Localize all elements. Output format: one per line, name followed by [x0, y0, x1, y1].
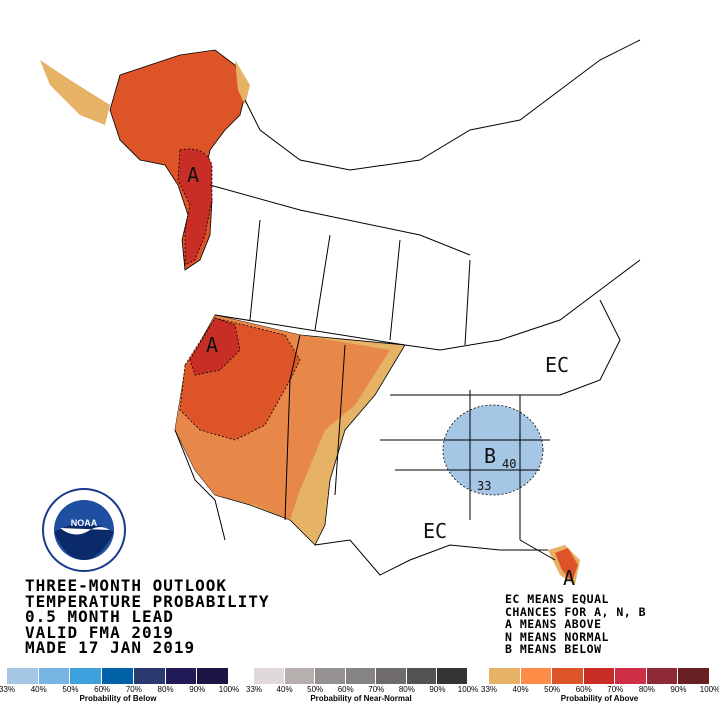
legend-swatch: [552, 668, 584, 684]
legend-tick-label: 90%: [670, 685, 687, 694]
legend-swatch: [345, 668, 377, 684]
legend-swatch: [7, 668, 39, 684]
legend-ticks: 33% 40% 50% 60% 70% 80% 90% 100%: [481, 684, 719, 694]
title-line: 0.5 MONTH LEAD: [25, 607, 174, 626]
legend-swatch: [102, 668, 134, 684]
legend-ticks: 33% 40% 50% 60% 70% 80% 90% 100%: [0, 684, 239, 694]
legend-swatch: [165, 668, 198, 684]
legend-tick-label: 50%: [307, 685, 324, 694]
legend-swatch: [406, 668, 438, 684]
legend-tick-label: 100%: [457, 685, 479, 694]
title-line: TEMPERATURE PROBABILITY: [25, 591, 270, 611]
key-line: EC MEANS EQUAL: [505, 592, 609, 606]
legend-swatch: [615, 668, 647, 684]
label-contour-33: 33: [477, 479, 491, 493]
florida-above-50: [555, 548, 578, 582]
label-florida-above: A: [563, 566, 575, 590]
key-line: A MEANS ABOVE: [505, 617, 602, 631]
legend-near-normal: 33% 40% 50% 60% 70% 80% 90% 100% Probability of …: [246, 668, 478, 704]
legend-swatch: [284, 668, 316, 684]
label-southeast-below: B: [484, 444, 496, 468]
alaska-above-40: [40, 60, 110, 125]
title-line: MADE 17 JAN 2019: [25, 638, 196, 657]
legend-swatch: [254, 668, 285, 684]
legend-swatch: [437, 668, 469, 684]
legend-swatch: [678, 668, 711, 684]
legend-tick-label: 33%: [480, 685, 498, 694]
legend-swatch: [38, 668, 71, 684]
noaa-logo-text: NOAA: [71, 518, 98, 528]
legend-swatch: [315, 668, 346, 684]
label-ec-south: EC: [423, 519, 447, 543]
legend-tick-label: 40%: [30, 685, 47, 694]
legend-tick-label: 33%: [245, 685, 263, 694]
label-ec-northeast: EC: [545, 353, 569, 377]
legend-color-bar: [489, 668, 711, 684]
legend-tick-label: 40%: [512, 685, 529, 694]
legend-tick-label: 80%: [157, 685, 174, 694]
legend-tick-label: 90%: [429, 685, 446, 694]
legend-tick-label: 33%: [0, 685, 16, 694]
legend-color-bar: [7, 668, 230, 684]
legend-tick-label: 50%: [544, 685, 561, 694]
legend-swatch: [70, 668, 103, 684]
boundaries: [174, 39, 641, 576]
legend-caption: Probability of Below: [79, 694, 157, 703]
west-above-60: [189, 317, 241, 376]
key-line: B MEANS BELOW: [505, 642, 602, 656]
label-alaska-above: A: [187, 163, 199, 187]
legend-tick-label: 70%: [607, 685, 624, 694]
legend-swatch: [489, 668, 521, 684]
legend-swatch: [133, 668, 166, 684]
legend-tick-label: 50%: [62, 685, 79, 694]
alaska-above-40-east: [235, 60, 250, 105]
legend-tick-label: 100%: [218, 685, 240, 694]
alaska-above-50: [109, 49, 246, 271]
legend-swatch: [197, 668, 230, 684]
legend-tick-label: 70%: [368, 685, 385, 694]
legend-caption: Probability of Above: [560, 694, 639, 703]
key-line: N MEANS NORMAL: [505, 629, 609, 644]
noaa-logo: NOAA: [42, 488, 126, 572]
southeast-below-33: [442, 404, 544, 496]
legend-caption: Probability of Near-Normal: [310, 694, 412, 703]
legend-tick-label: 80%: [638, 685, 655, 694]
legend-tick-label: 90%: [189, 685, 206, 694]
legend-ticks: 33% 40% 50% 60% 70% 80% 90% 100%: [246, 684, 478, 694]
legend-above: 33% 40% 50% 60% 70% 80% 90% 100% Probability of …: [481, 668, 719, 704]
title-line: VALID FMA 2019: [25, 622, 174, 642]
legend-swatch: [583, 668, 616, 684]
legend-swatch: [520, 668, 553, 684]
legend-tick-label: 70%: [125, 685, 142, 694]
legend-tick-label: 60%: [575, 685, 592, 694]
legend-swatch: [376, 668, 407, 684]
legend-swatch: [646, 668, 679, 684]
legend-tick-label: 100%: [699, 685, 719, 694]
label-northwest-above: A: [206, 333, 218, 357]
legend-tick-label: 60%: [94, 685, 111, 694]
key-line: CHANCES FOR A, N, B: [505, 604, 647, 619]
outlook-title: THREE-MONTH OUTLOOK TEMPERATURE PROBABIL…: [25, 578, 270, 656]
label-contour-40: 40: [502, 457, 516, 471]
alaska-above-60: [177, 148, 213, 266]
legend-color-bar: [254, 668, 469, 684]
legend-tick-label: 40%: [276, 685, 293, 694]
title-line: THREE-MONTH OUTLOOK: [25, 576, 228, 595]
legend-tick-label: 60%: [337, 685, 354, 694]
legend-below: 33% 40% 50% 60% 70% 80% 90% 100% Probability of …: [0, 668, 239, 704]
label-key: EC MEANS EQUAL CHANCES FOR A, N, B A MEA…: [505, 593, 646, 656]
legend-tick-label: 80%: [398, 685, 415, 694]
